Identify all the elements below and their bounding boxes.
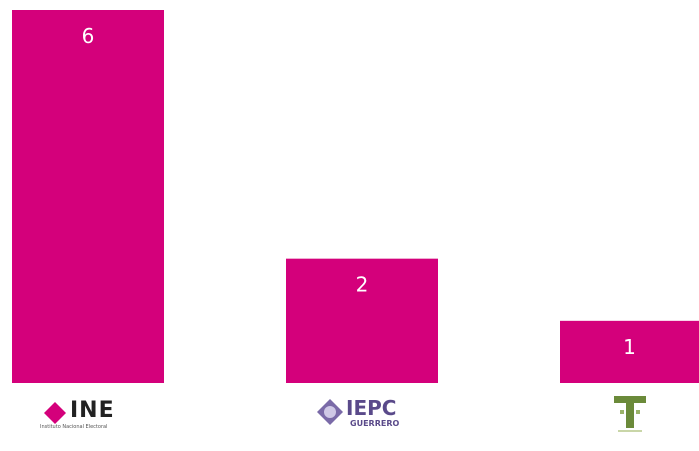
data-label-iepc: 2 (356, 273, 369, 297)
iepc-emblem-icon (317, 399, 343, 425)
iepc-logo-text: IEPC (346, 396, 397, 420)
iepc-logo: IEPC GUERRERO (316, 392, 416, 440)
ine-logo-text: INE (70, 398, 115, 423)
iepc-logo-subtitle: GUERRERO (350, 419, 400, 428)
tribunal-t-icon (614, 396, 646, 432)
bar-iepc (286, 258, 438, 383)
bar-t (560, 320, 699, 383)
ine-logo: INE Instituto Nacional Electoral (40, 392, 150, 440)
data-label-t: 1 (623, 335, 636, 359)
tribunal-logo: T (610, 392, 650, 440)
ine-diamond-icon (44, 402, 66, 424)
bar-ine (12, 10, 164, 383)
data-label-ine: 6 (82, 24, 95, 48)
ine-logo-subtitle: Instituto Nacional Electoral (40, 424, 108, 430)
